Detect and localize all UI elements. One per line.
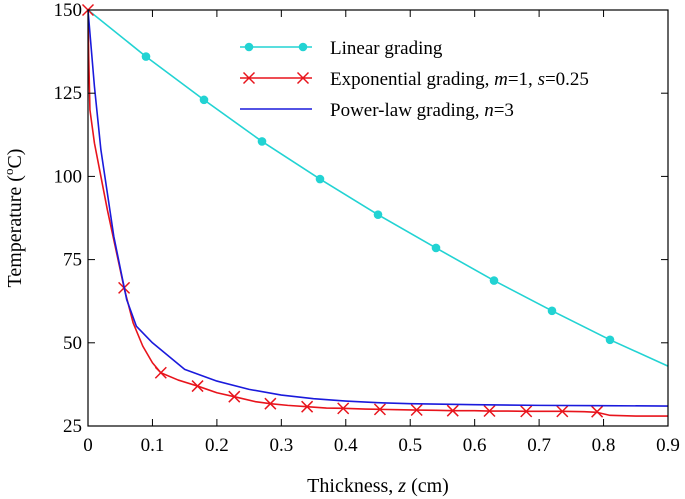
data-point [264, 397, 277, 410]
legend-label-2: Power-law grading, n=3 [330, 100, 514, 121]
y-tick-label: 100 [54, 166, 83, 187]
data-point [191, 380, 204, 393]
series-line-0 [88, 10, 668, 367]
data-point [446, 404, 459, 417]
legend-label-part: Power-law grading, [330, 100, 484, 121]
data-point [257, 137, 267, 146]
data-point [141, 52, 151, 61]
legend-label-0: Linear grading [330, 38, 443, 59]
legend-marker [244, 42, 254, 52]
legend-marker [242, 71, 256, 85]
y-axis-title: Temperature (oC) [1, 149, 26, 288]
legend-marker [296, 71, 310, 85]
data-point [591, 405, 604, 418]
data-point [489, 276, 499, 285]
data-point [373, 403, 386, 416]
series-2-group [88, 10, 668, 407]
legend-label-part: Linear grading [330, 38, 443, 59]
y-axis-title-post: C) [4, 149, 26, 169]
data-point [605, 335, 615, 345]
series-line-1 [88, 10, 668, 417]
y-tick-label: 25 [63, 416, 82, 437]
chart-plot-area [81, 3, 668, 418]
data-point [301, 400, 314, 413]
data-point [228, 390, 241, 403]
y-tick-label: 125 [54, 83, 83, 104]
data-point [483, 404, 496, 418]
data-point [373, 210, 383, 219]
legend-label-1: Exponential grading, m=1, s=0.25 [330, 69, 589, 90]
y-tick-label: 75 [63, 250, 82, 271]
data-point [431, 243, 441, 253]
x-tick-label: 0.8 [592, 435, 616, 456]
data-point [520, 405, 533, 418]
y-axis-title-sup: o [1, 169, 16, 176]
data-point [199, 95, 209, 105]
x-axis-title: Thickness, z (cm) [307, 475, 449, 497]
x-tick-label: 0.6 [463, 435, 487, 456]
legend-label-part: Exponential grading, [330, 69, 494, 90]
series-line-2 [88, 10, 668, 407]
chart-legend: Linear grading Exponential grading, m=1, … [240, 38, 589, 121]
x-axis-title-var: z [397, 475, 406, 497]
data-point [556, 405, 569, 418]
data-point [337, 402, 350, 415]
legend-label-part: n [484, 100, 494, 121]
x-tick-label: 0.9 [656, 435, 680, 456]
legend-label-part: =0.25 [545, 69, 589, 90]
data-point [547, 306, 557, 316]
legend-label-part: =3 [494, 100, 514, 121]
x-tick-label: 0.2 [205, 435, 229, 456]
x-tick-label: 0.7 [527, 435, 551, 456]
x-axis-title-pre: Thickness, [307, 475, 398, 497]
x-tick-label: 0.4 [334, 435, 358, 456]
y-axis-title-pre: Temperature ( [4, 175, 26, 288]
series-1-group [88, 10, 668, 417]
x-axis-title-post: (cm) [406, 475, 449, 497]
data-point [410, 403, 423, 417]
x-tick-label: 0.1 [141, 435, 165, 456]
legend-label-part: =1, [508, 69, 538, 90]
legend-label-part: s [538, 69, 545, 90]
series-0-group [88, 10, 668, 367]
x-tick-label: 0.5 [398, 435, 422, 456]
x-tick-label: 0.3 [269, 435, 293, 456]
legend-label-part: m [494, 69, 508, 90]
legend-marker [298, 42, 308, 52]
x-tick-label: 0 [83, 435, 93, 456]
y-tick-label: 50 [63, 333, 82, 354]
data-point [315, 174, 325, 184]
y-tick-label: 150 [54, 0, 83, 21]
plot-frame [87, 9, 669, 427]
data-point [154, 366, 167, 379]
